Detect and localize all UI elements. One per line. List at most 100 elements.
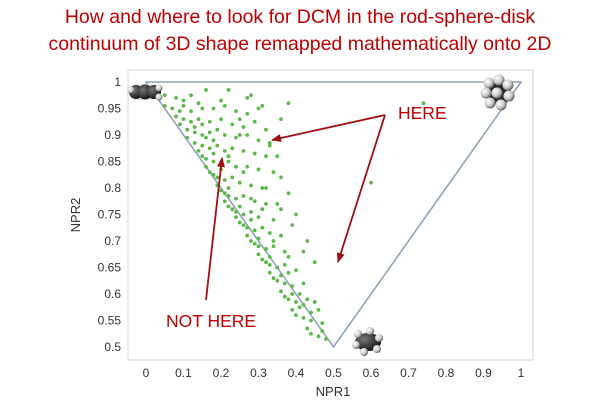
data-point bbox=[181, 103, 186, 108]
data-point bbox=[301, 315, 306, 320]
data-point bbox=[200, 133, 205, 137]
data-point bbox=[174, 114, 178, 119]
chart-title-line-1: How and where to look for DCM in the rod… bbox=[64, 6, 536, 28]
data-point bbox=[312, 260, 317, 265]
data-point bbox=[294, 212, 298, 217]
data-point bbox=[222, 199, 227, 204]
annotation-not-here: NOT HERE bbox=[166, 311, 256, 331]
data-point bbox=[249, 196, 253, 201]
data-point bbox=[286, 297, 291, 302]
data-point bbox=[215, 127, 220, 132]
data-point bbox=[309, 310, 313, 315]
y-tick-label: 0.65 bbox=[98, 261, 122, 275]
data-point bbox=[252, 151, 257, 156]
data-point bbox=[267, 255, 272, 259]
data-point bbox=[301, 281, 306, 286]
data-point bbox=[207, 170, 212, 175]
data-point bbox=[211, 172, 216, 177]
y-tick-label: 0.85 bbox=[98, 155, 122, 169]
data-point bbox=[181, 98, 186, 103]
data-point bbox=[279, 207, 283, 212]
data-point bbox=[256, 138, 261, 143]
data-point bbox=[207, 130, 212, 135]
data-point bbox=[226, 154, 231, 159]
data-point bbox=[215, 175, 220, 180]
disk-molecule-icon bbox=[352, 327, 383, 356]
data-point bbox=[207, 119, 212, 124]
data-point bbox=[249, 183, 253, 188]
data-point bbox=[245, 233, 250, 238]
x-tick-label: 0.2 bbox=[213, 366, 230, 380]
data-point bbox=[260, 103, 265, 108]
data-point bbox=[275, 154, 280, 159]
data-point bbox=[282, 294, 287, 299]
data-point bbox=[286, 191, 291, 196]
data-point bbox=[219, 188, 223, 193]
data-point bbox=[234, 215, 238, 220]
data-point bbox=[222, 133, 227, 137]
not-here-arrow bbox=[205, 157, 225, 301]
data-point bbox=[271, 217, 276, 222]
data-point bbox=[219, 98, 223, 103]
y-tick-label: 0.9 bbox=[104, 128, 121, 142]
data-point bbox=[267, 270, 272, 275]
data-point bbox=[237, 180, 242, 185]
data-point bbox=[264, 260, 268, 265]
data-point bbox=[211, 138, 216, 143]
y-tick-label: 0.6 bbox=[104, 287, 121, 301]
data-point bbox=[324, 337, 328, 341]
data-point bbox=[252, 228, 257, 233]
data-point bbox=[256, 236, 261, 241]
data-point bbox=[222, 191, 227, 196]
data-point bbox=[282, 262, 287, 267]
data-point bbox=[264, 247, 268, 251]
data-point bbox=[316, 308, 321, 312]
data-point bbox=[192, 141, 197, 145]
data-point bbox=[271, 170, 276, 175]
data-point bbox=[421, 101, 426, 106]
data-point bbox=[369, 180, 373, 185]
data-point bbox=[234, 209, 238, 214]
data-point bbox=[189, 93, 193, 98]
data-point bbox=[301, 249, 306, 254]
y-tick-label: 0.8 bbox=[104, 181, 121, 195]
data-point bbox=[294, 313, 298, 318]
y-tick-label: 0.5 bbox=[104, 340, 121, 354]
y-axis-title: NPR2 bbox=[68, 198, 83, 233]
data-point bbox=[252, 199, 257, 204]
data-point bbox=[245, 164, 250, 169]
data-point bbox=[245, 96, 250, 100]
data-point bbox=[196, 101, 201, 106]
data-point bbox=[211, 159, 216, 164]
data-point bbox=[264, 154, 268, 159]
data-point bbox=[192, 125, 197, 129]
data-point bbox=[286, 101, 291, 106]
data-point bbox=[260, 257, 265, 262]
y-tick-label: 0.7 bbox=[104, 234, 121, 248]
data-point bbox=[290, 292, 295, 296]
data-point bbox=[260, 207, 265, 212]
data-point bbox=[230, 146, 235, 151]
data-point bbox=[245, 225, 250, 230]
data-point bbox=[234, 196, 238, 201]
data-point bbox=[241, 149, 246, 153]
data-point bbox=[320, 329, 325, 333]
data-point bbox=[267, 141, 272, 145]
data-point bbox=[290, 284, 295, 288]
data-point bbox=[241, 194, 246, 198]
data-point bbox=[275, 278, 280, 283]
data-point bbox=[196, 149, 201, 153]
data-point bbox=[222, 178, 227, 182]
data-point bbox=[200, 143, 205, 148]
data-point bbox=[305, 297, 310, 302]
y-tick-label: 0.55 bbox=[98, 314, 122, 328]
data-point bbox=[264, 202, 268, 206]
data-point bbox=[237, 204, 242, 209]
data-point bbox=[297, 305, 302, 310]
data-point bbox=[177, 122, 182, 127]
data-point bbox=[245, 133, 250, 137]
data-point bbox=[226, 194, 231, 198]
x-tick-label: 0.3 bbox=[250, 366, 267, 380]
data-point bbox=[222, 103, 227, 108]
data-point bbox=[286, 255, 291, 259]
